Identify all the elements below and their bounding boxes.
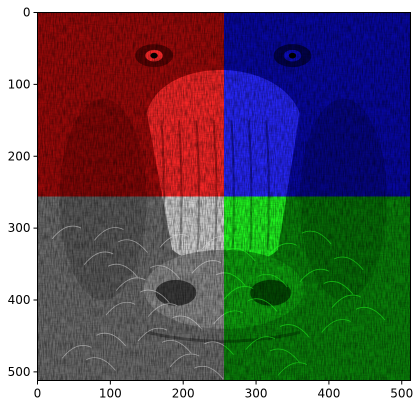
x-tick-label: 400 [317, 387, 340, 401]
quadrant-red [37, 12, 224, 197]
x-tick-label: 0 [34, 387, 42, 401]
x-tick-label: 100 [99, 387, 122, 401]
image-area [37, 12, 411, 381]
y-axis: 0 100 200 300 400 500 [8, 6, 38, 379]
y-tick-label: 300 [8, 221, 31, 235]
quadrant-blue [224, 12, 411, 197]
quadrant-gray [37, 196, 224, 381]
x-tick-label: 500 [390, 387, 413, 401]
quadrant-green [224, 196, 411, 381]
y-tick-label: 100 [8, 77, 31, 91]
y-tick-label: 500 [8, 365, 31, 379]
x-axis: 0 100 200 300 400 500 [34, 380, 413, 401]
y-tick-label: 0 [23, 6, 31, 20]
x-tick-label: 300 [245, 387, 268, 401]
x-tick-label: 200 [172, 387, 195, 401]
y-tick-label: 400 [8, 293, 31, 307]
y-tick-label: 200 [8, 149, 31, 163]
axes-frame [37, 12, 411, 381]
